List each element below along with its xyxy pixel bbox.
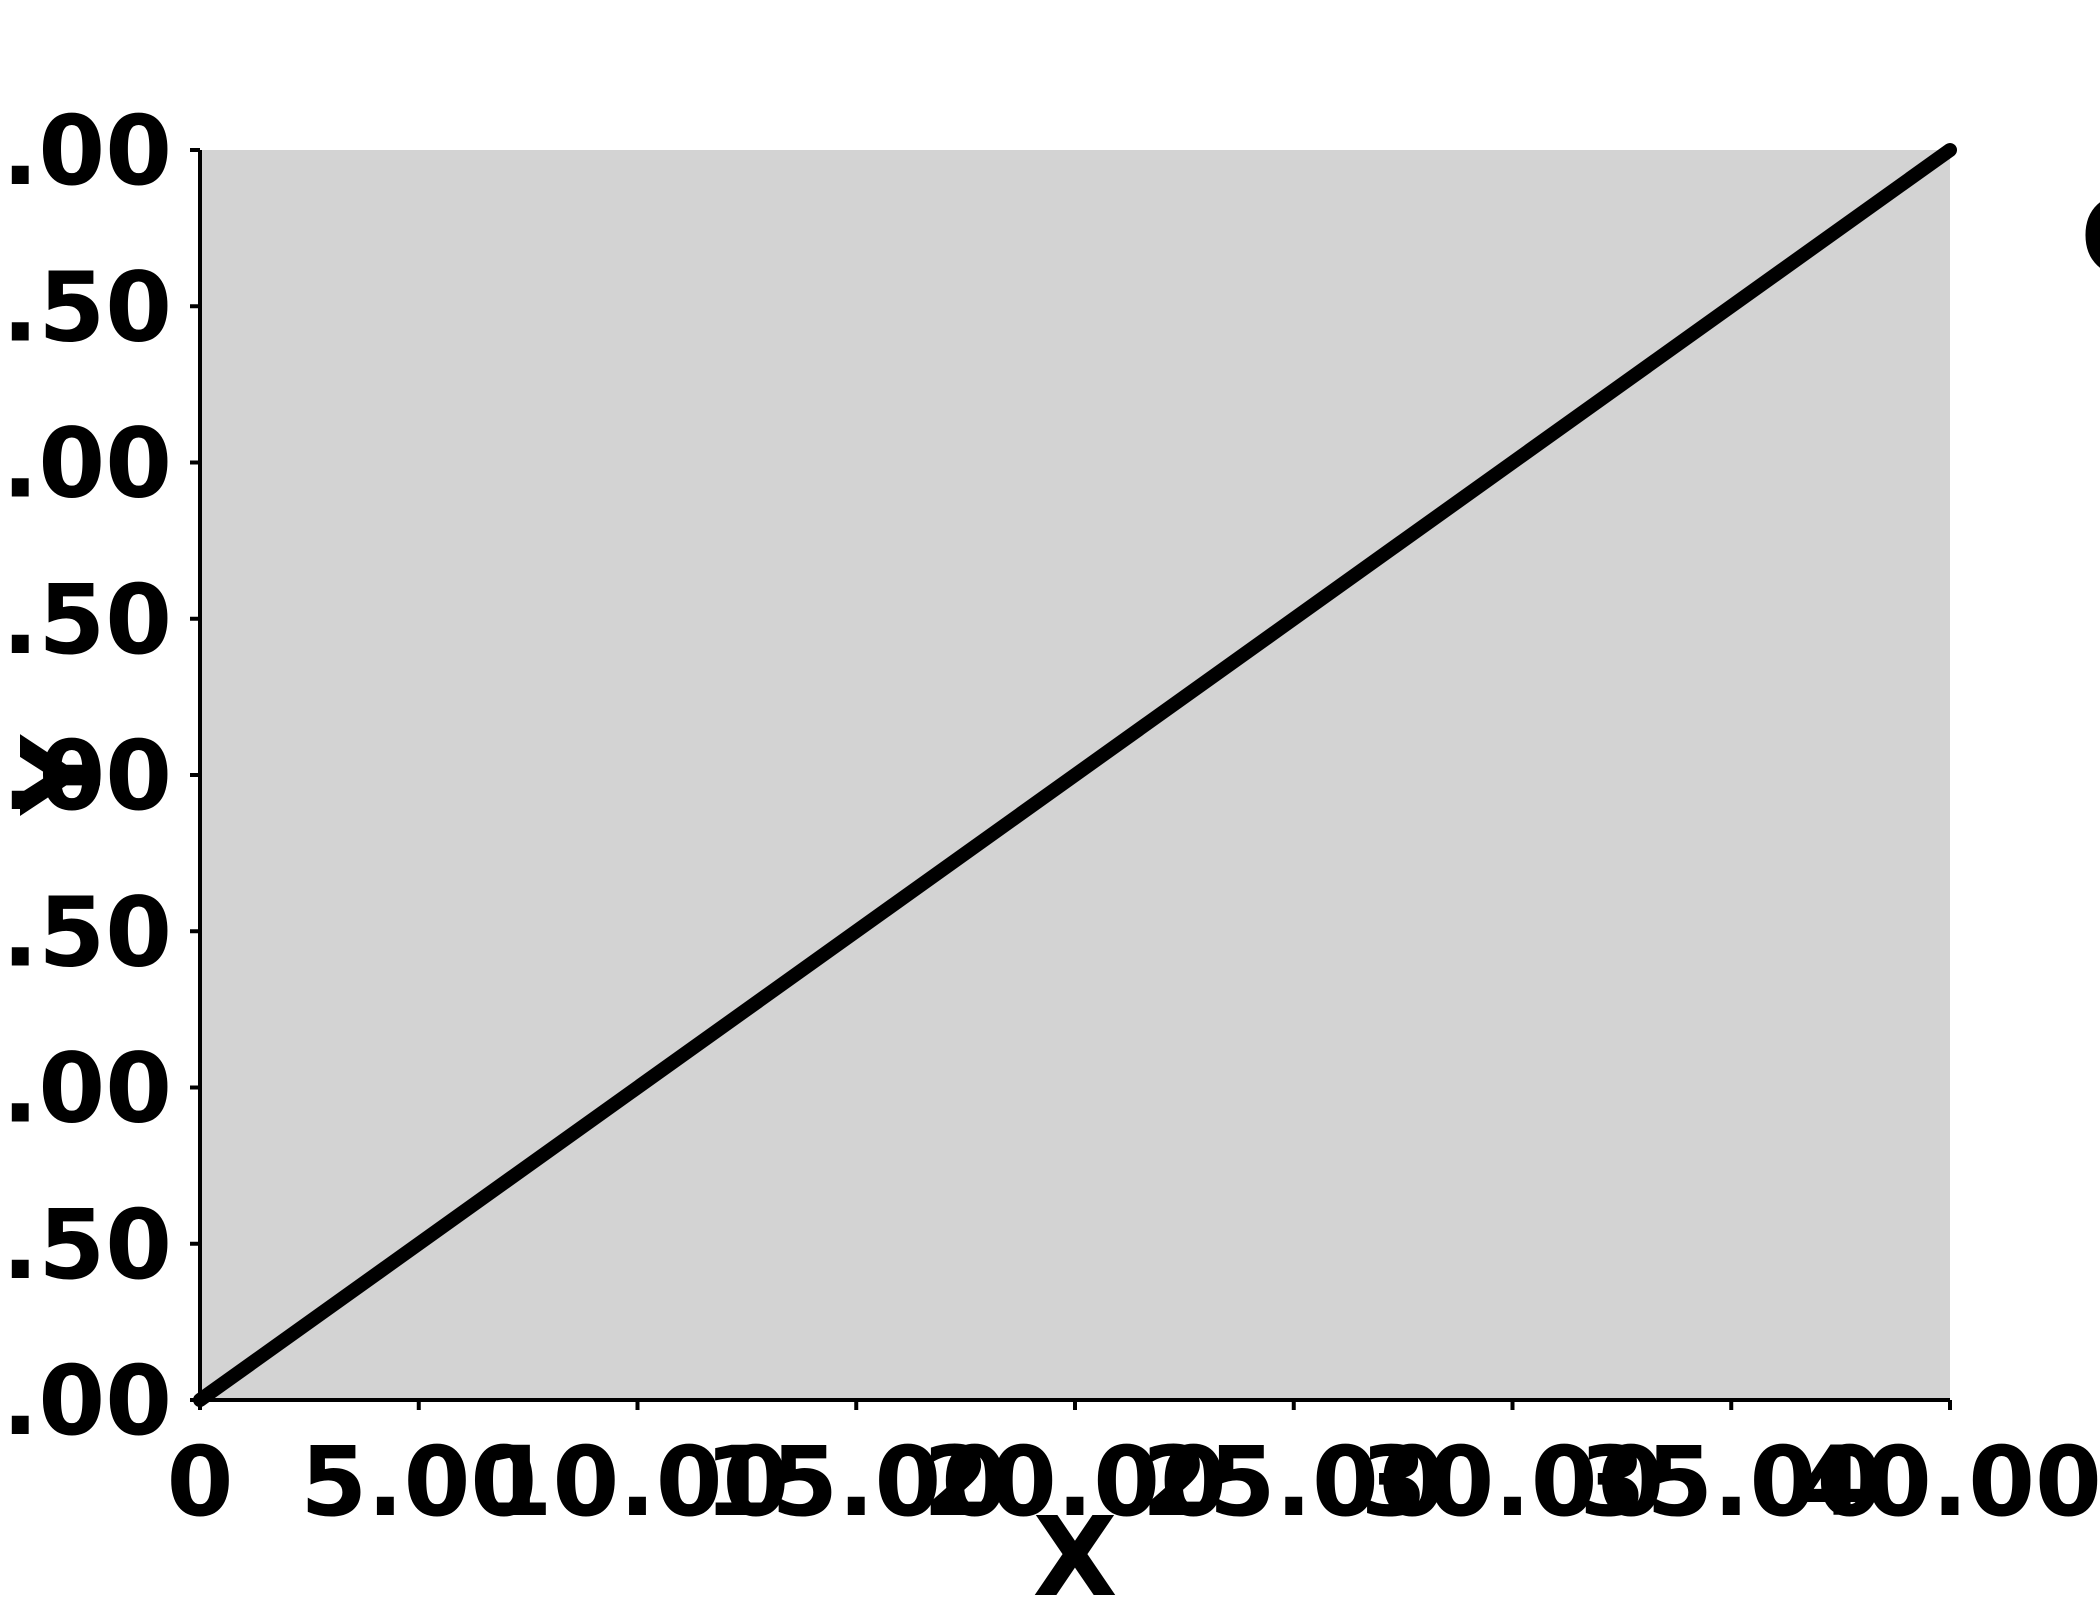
x-tick-label: 25.00 xyxy=(1142,1426,1446,1538)
y-tick-label: .50 xyxy=(2,1189,172,1301)
y-tick-label: 1.50 xyxy=(0,876,172,988)
y-tick-label: 2.50 xyxy=(0,564,172,676)
x-axis-title: X xyxy=(1033,1493,1118,1600)
y-tick-label: 1.00 xyxy=(0,1033,172,1145)
y-tick-label: 4.00 xyxy=(0,95,172,207)
series-line xyxy=(193,143,1957,1407)
x-tick-label: 35.00 xyxy=(1579,1426,1883,1538)
series-layer xyxy=(193,143,1957,1407)
y-tick-label: .00 xyxy=(2,1345,172,1457)
y-tick-label: 2.00 xyxy=(0,720,172,832)
x-tick-label: 15.00 xyxy=(704,1426,1008,1538)
x-tick-label: 40.00 xyxy=(1798,1426,2100,1538)
legend-entry-partial: C xyxy=(2080,173,2100,301)
y-axis-title: Y xyxy=(0,734,126,817)
x-tick-label: 20.00 xyxy=(923,1426,1227,1538)
y-tick-label: 3.00 xyxy=(0,408,172,520)
x-tick-label: 10.00 xyxy=(486,1426,790,1538)
x-tick-label: 0 xyxy=(167,1426,234,1538)
y-axis-ticks: .00 .50 1.00 1.50 2.00 2.50 3.00 3.50 4.00 xyxy=(0,95,200,1457)
x-tick-label: 5.00 xyxy=(300,1426,537,1538)
x-tick-label: 30.00 xyxy=(1361,1426,1665,1538)
y-tick-label: 3.50 xyxy=(0,251,172,363)
